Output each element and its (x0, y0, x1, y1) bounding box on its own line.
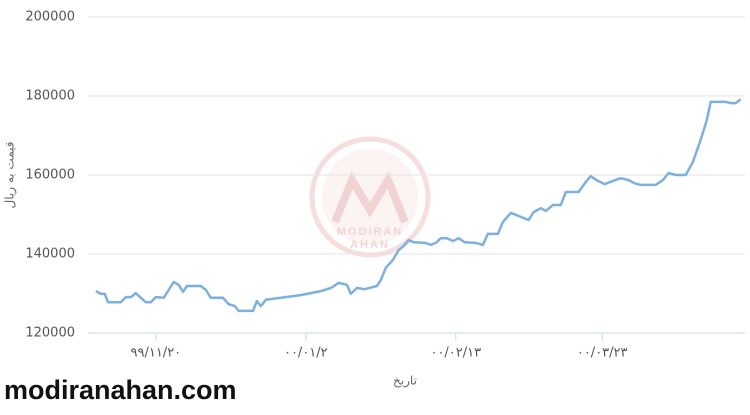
logo-text: MODIRAN (337, 226, 404, 238)
logo-text: AHAN (350, 239, 390, 251)
x-tick-label: ۰۰/۰۲/۱۳ (430, 346, 481, 361)
x-axis-label: تاریخ (393, 374, 417, 389)
logo-shape (331, 171, 409, 224)
x-tick-label: ۰۰/۰۳/۲۳ (577, 346, 628, 361)
price-line (95, 98, 742, 313)
logo-ring (309, 136, 431, 258)
y-tick-label: 140000 (25, 247, 75, 262)
y-tick-label: 180000 (25, 89, 75, 104)
y-axis-label: قیمت به ریال (3, 142, 18, 209)
watermark: modiranahan.com (4, 375, 237, 405)
y-tick-label: 200000 (25, 10, 75, 25)
y-tick-label: 120000 (25, 326, 75, 341)
y-tick-label: 160000 (25, 168, 75, 183)
logo-disc (322, 149, 418, 245)
logo: MODIRAN AHAN (309, 136, 431, 258)
x-tick-label: ۹۹/۱۱/۲۰ (131, 346, 182, 361)
x-tick-label: ۰۰/۰۱/۲ (284, 346, 328, 361)
